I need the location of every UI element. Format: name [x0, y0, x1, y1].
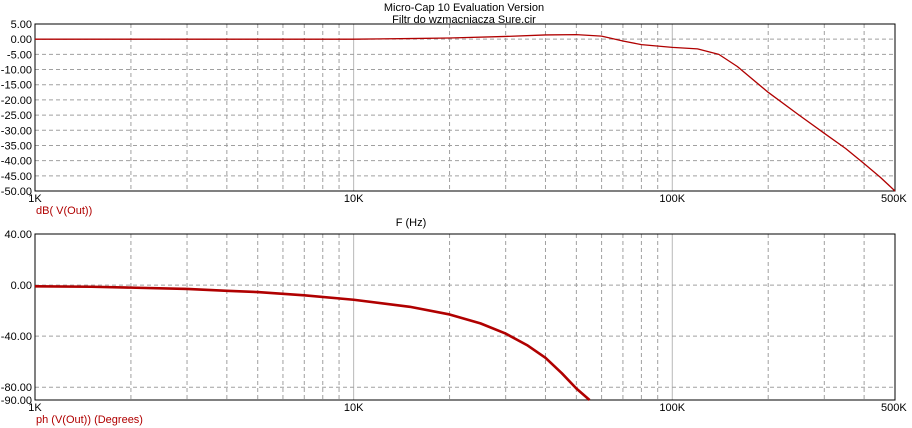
app-title: Micro-Cap 10 Evaluation Version	[384, 2, 544, 14]
phase-y-tick-labels: 40.00 0.00 -40.00 -80.00-90.00	[1, 229, 32, 407]
magnitude-y-tick-label: -25.00	[1, 110, 32, 122]
magnitude-x-tick-label: 500K	[881, 193, 907, 205]
phase-gridlines	[35, 234, 895, 400]
phase-y-tick-label: -80.00	[1, 382, 32, 394]
magnitude-y-tick-label: -50.00	[1, 186, 32, 198]
circuit-file-title: Filtr do wzmacniacza Sure.cir	[392, 14, 536, 26]
magnitude-y-tick-label: 0.00	[11, 34, 32, 46]
phase-series-group	[34, 285, 591, 401]
phase-plot[interactable]: 40.00 0.00 -40.00 -80.00-90.00 1K 10K 100K 500…	[1, 229, 908, 414]
phase-y-tick-label: -90.00	[1, 395, 32, 407]
phase-x-tick-label: 100K	[659, 402, 685, 414]
magnitude-y-tick-labels: 5.00 0.00 -5.00 -10.00 -15.00 -20.00 -25.00 -30…	[1, 19, 32, 198]
phase-y-tick-label: 0.00	[11, 280, 32, 292]
phase-y-tick-label: -40.00	[1, 331, 32, 343]
magnitude-plot-frame	[34, 23, 896, 192]
magnitude-y-tick-label: -40.00	[1, 156, 32, 168]
magnitude-series-line	[35, 33, 896, 192]
magnitude-y-tick-label: -10.00	[1, 65, 32, 77]
magnitude-x-tick-labels: 1K 10K 100K 500K	[28, 193, 907, 205]
magnitude-y-tick-label: -30.00	[1, 125, 32, 137]
magnitude-y-tick-label: -5.00	[7, 49, 32, 61]
magnitude-y-axis-label: dB( V(Out))	[36, 205, 92, 217]
phase-y-tick-label: 40.00	[4, 229, 32, 241]
magnitude-series-group	[35, 33, 896, 192]
magnitude-y-tick-label: -20.00	[1, 95, 32, 107]
phase-x-tick-label: 500K	[881, 402, 907, 414]
magnitude-x-tick-label: 100K	[659, 193, 685, 205]
phase-x-tick-label: 10K	[344, 402, 364, 414]
magnitude-y-tick-label: -45.00	[1, 171, 32, 183]
magnitude-y-tick-label: -35.00	[1, 140, 32, 152]
phase-y-axis-label: ph (V(Out)) (Degrees)	[36, 414, 143, 426]
phase-plot-frame	[34, 233, 896, 401]
phase-x-tick-label: 1K	[28, 402, 42, 414]
magnitude-gridlines	[35, 24, 895, 191]
phase-x-tick-labels: 1K 10K 100K 500K	[28, 402, 907, 414]
phase-series-line	[34, 285, 591, 401]
magnitude-plot[interactable]: 5.00 0.00 -5.00 -10.00 -15.00 -20.00 -25.00 -30…	[1, 19, 908, 205]
magnitude-y-tick-label: -15.00	[1, 80, 32, 92]
magnitude-x-axis-label: F (Hz)	[396, 217, 427, 229]
magnitude-y-tick-label: 5.00	[11, 19, 32, 31]
magnitude-x-tick-label: 10K	[344, 193, 364, 205]
magnitude-x-tick-label: 1K	[28, 193, 42, 205]
